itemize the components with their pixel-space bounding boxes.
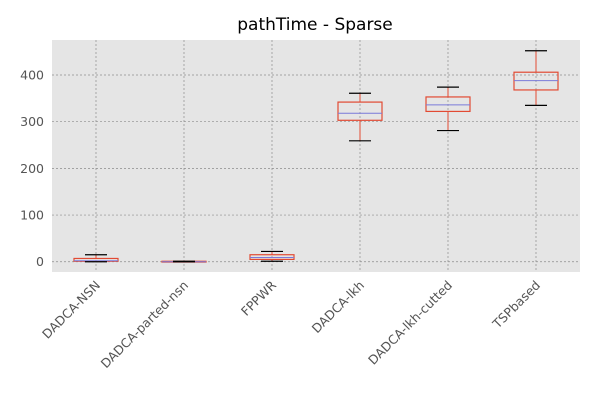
box-DADCA-lkh-cutted: [425, 86, 471, 132]
box-rect: [337, 101, 383, 121]
y-tick-label: 100: [20, 208, 44, 223]
y-tick-label: 200: [20, 161, 44, 176]
box-DADCA-NSN: [73, 254, 119, 263]
x-tick-label: DADCA-lkh-cutted: [365, 278, 455, 368]
box-TSPbased: [513, 50, 559, 106]
chart-title: pathTime - Sparse: [237, 15, 393, 35]
box-DADCA-parted-nsn: [161, 260, 207, 263]
box-DADCA-lkh: [337, 92, 383, 142]
y-tick-label: 0: [36, 254, 44, 269]
grid-lines: [52, 40, 580, 272]
plot-area: [52, 40, 580, 272]
x-tick-label: DADCA-lkh: [309, 278, 368, 337]
boxes: [73, 50, 559, 263]
x-tick-label: DADCA-NSN: [39, 278, 103, 342]
y-tick-label: 300: [20, 114, 44, 129]
y-tick-label: 400: [20, 68, 44, 83]
x-tick-label: FPPWR: [238, 277, 279, 318]
box-FPPWR: [249, 250, 295, 262]
x-tick-label: TSPbased: [489, 278, 543, 332]
x-tick-label: DADCA-parted-nsn: [98, 278, 192, 372]
box-rect: [425, 96, 471, 113]
